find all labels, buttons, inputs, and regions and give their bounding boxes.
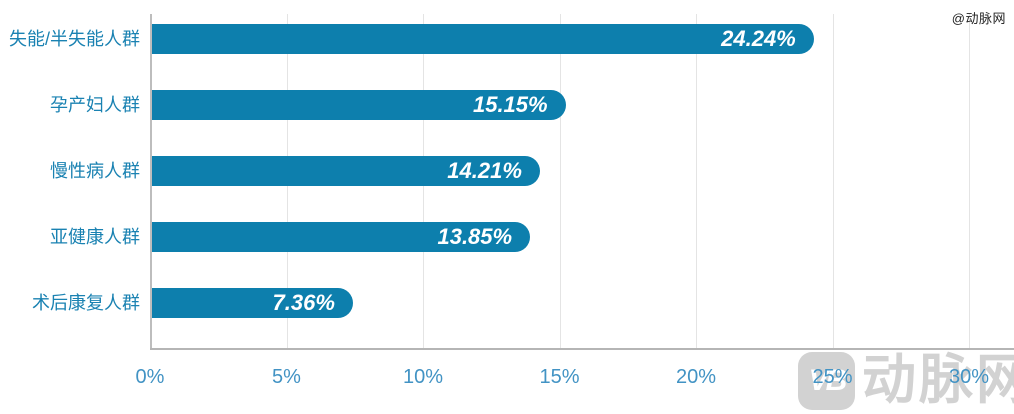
x-tick-text: 25% [812, 366, 853, 388]
x-tick-text: 15% [539, 366, 580, 388]
x-tick-text: 0% [135, 366, 165, 388]
bar-value-label: 14.21% [447, 158, 522, 183]
x-tick-text: 20% [675, 366, 717, 388]
gridline [559, 14, 561, 349]
bar: 14.21% [152, 156, 540, 186]
bar: 24.24% [152, 24, 814, 54]
category-label: 亚健康人群 [50, 227, 140, 247]
bar: 13.85% [152, 222, 531, 252]
x-tick-label: 15% [520, 366, 600, 389]
watermark-brand-text: 动脉网 [862, 350, 1014, 410]
x-tick-label: 10% [383, 366, 463, 389]
category-label: 慢性病人群 [50, 161, 140, 181]
x-tick-label: 0% [110, 366, 190, 389]
y-axis-line [150, 14, 152, 349]
category-label: 孕产妇人群 [50, 95, 140, 115]
x-tick-label: 30% [929, 366, 1009, 389]
x-tick-text: 10% [402, 366, 444, 388]
bar: 15.15% [152, 90, 566, 120]
x-tick-text: 30% [948, 366, 990, 388]
bar-value-label: 15.15% [472, 92, 548, 117]
bar-value-label: 24.24% [721, 26, 796, 51]
x-tick-label: 20% [656, 366, 736, 389]
x-tick-text: 5% [272, 366, 301, 388]
bar-value-label: 13.85% [437, 224, 513, 249]
x-tick-label: 5% [247, 366, 327, 389]
category-label: 术后康复人群 [32, 293, 140, 313]
category-label: 失能/半失能人群 [8, 29, 140, 49]
brand-logo-monogram: VB [808, 364, 848, 397]
gridline [696, 14, 697, 349]
gridline [832, 14, 834, 349]
bar-value-label: 7.36% [272, 290, 335, 315]
x-tick-label: 25% [793, 366, 873, 389]
bar: 7.36% [152, 288, 353, 318]
brand-logo-icon: VB [798, 352, 855, 410]
watermark-handle-text: @动脉网 [951, 11, 1006, 26]
gridline [969, 14, 970, 349]
x-axis-line [150, 348, 1014, 350]
